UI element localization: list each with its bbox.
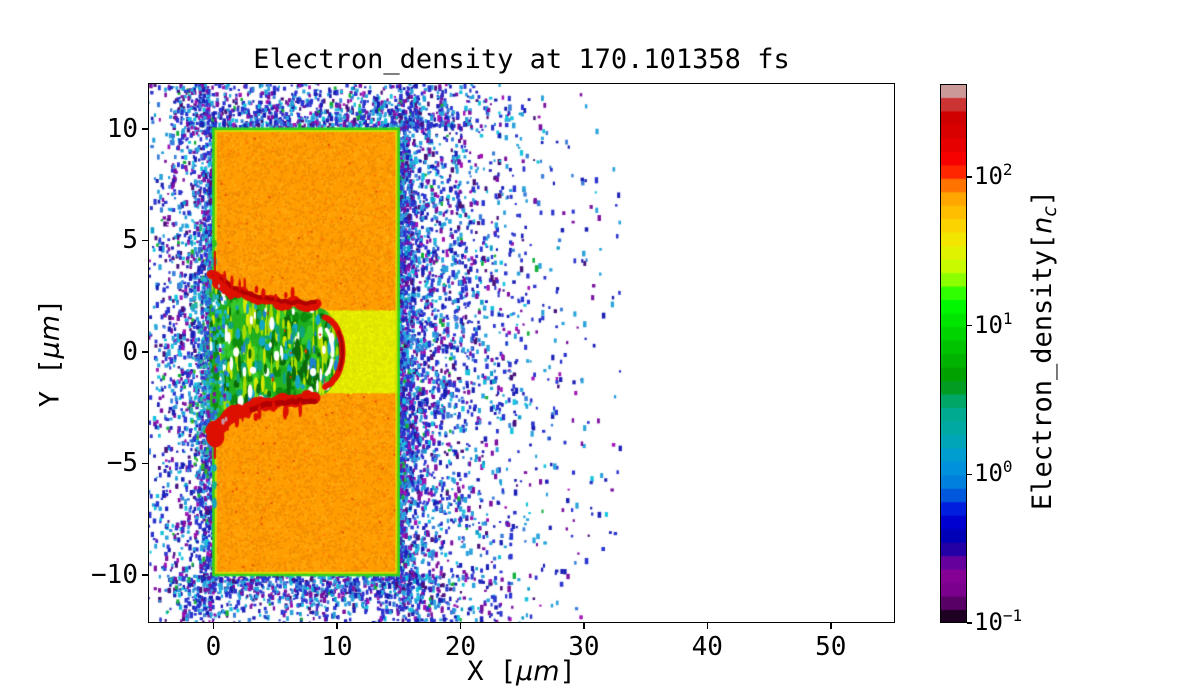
colorbar-tick-mark <box>967 324 972 327</box>
x-tick-mark <box>459 623 462 629</box>
y-tick-mark <box>142 462 148 465</box>
y-tick-mark <box>142 127 148 130</box>
colorbar-tick-mark <box>967 622 972 624</box>
colorbar <box>940 84 967 623</box>
colorbar-tick-label: 10−1 <box>974 606 1023 636</box>
x-tick-label: 50 <box>815 632 847 662</box>
x-tick-mark <box>212 623 215 629</box>
y-tick-label: 0 <box>122 336 138 367</box>
colorbar-tick-exponent: 2 <box>1002 160 1013 180</box>
plot-title: Electron_density at 170.101358 fs <box>253 44 790 75</box>
colorbar-tick-exponent: 1 <box>1002 308 1013 328</box>
x-tick-mark <box>336 623 338 629</box>
colorbar-var: n <box>1027 216 1059 234</box>
y-tick-label: 5 <box>122 225 138 256</box>
y-tick-label: 10 <box>106 113 138 144</box>
x-tick-mark <box>706 623 709 629</box>
y-tick-mark <box>142 574 148 576</box>
x-unit: μm <box>516 656 560 687</box>
x-tick-label: 20 <box>444 632 477 662</box>
y-tick-label: −5 <box>106 448 138 479</box>
x-tick-label: 40 <box>691 632 723 662</box>
y-tick-mark <box>142 351 148 353</box>
colorbar-canvas <box>940 84 967 623</box>
x-tick-label: 0 <box>205 632 222 662</box>
x-tick-label: 30 <box>568 632 600 662</box>
colorbar-tick-exponent: 0 <box>1002 457 1013 477</box>
colorbar-tick-label: 100 <box>974 457 1013 488</box>
y-tick-label: −10 <box>91 560 138 591</box>
heatmap-canvas <box>148 83 895 623</box>
colorbar-tick-mark <box>967 473 972 476</box>
colorbar-var-sub: c <box>1038 206 1061 217</box>
colorbar-tick-label: 101 <box>974 308 1013 339</box>
colorbar-tick-exponent: −1 <box>1002 606 1023 625</box>
colorbar-tick-mark <box>967 176 972 178</box>
x-tick-mark <box>583 623 585 629</box>
colorbar-label: Electron_density[nc] <box>1027 189 1061 511</box>
x-tick-label: 10 <box>321 632 353 662</box>
colorbar-tick-label: 102 <box>974 160 1013 191</box>
x-tick-mark <box>829 623 832 629</box>
y-tick-mark <box>142 239 148 242</box>
x-axis-label: X [μm] <box>467 656 576 687</box>
